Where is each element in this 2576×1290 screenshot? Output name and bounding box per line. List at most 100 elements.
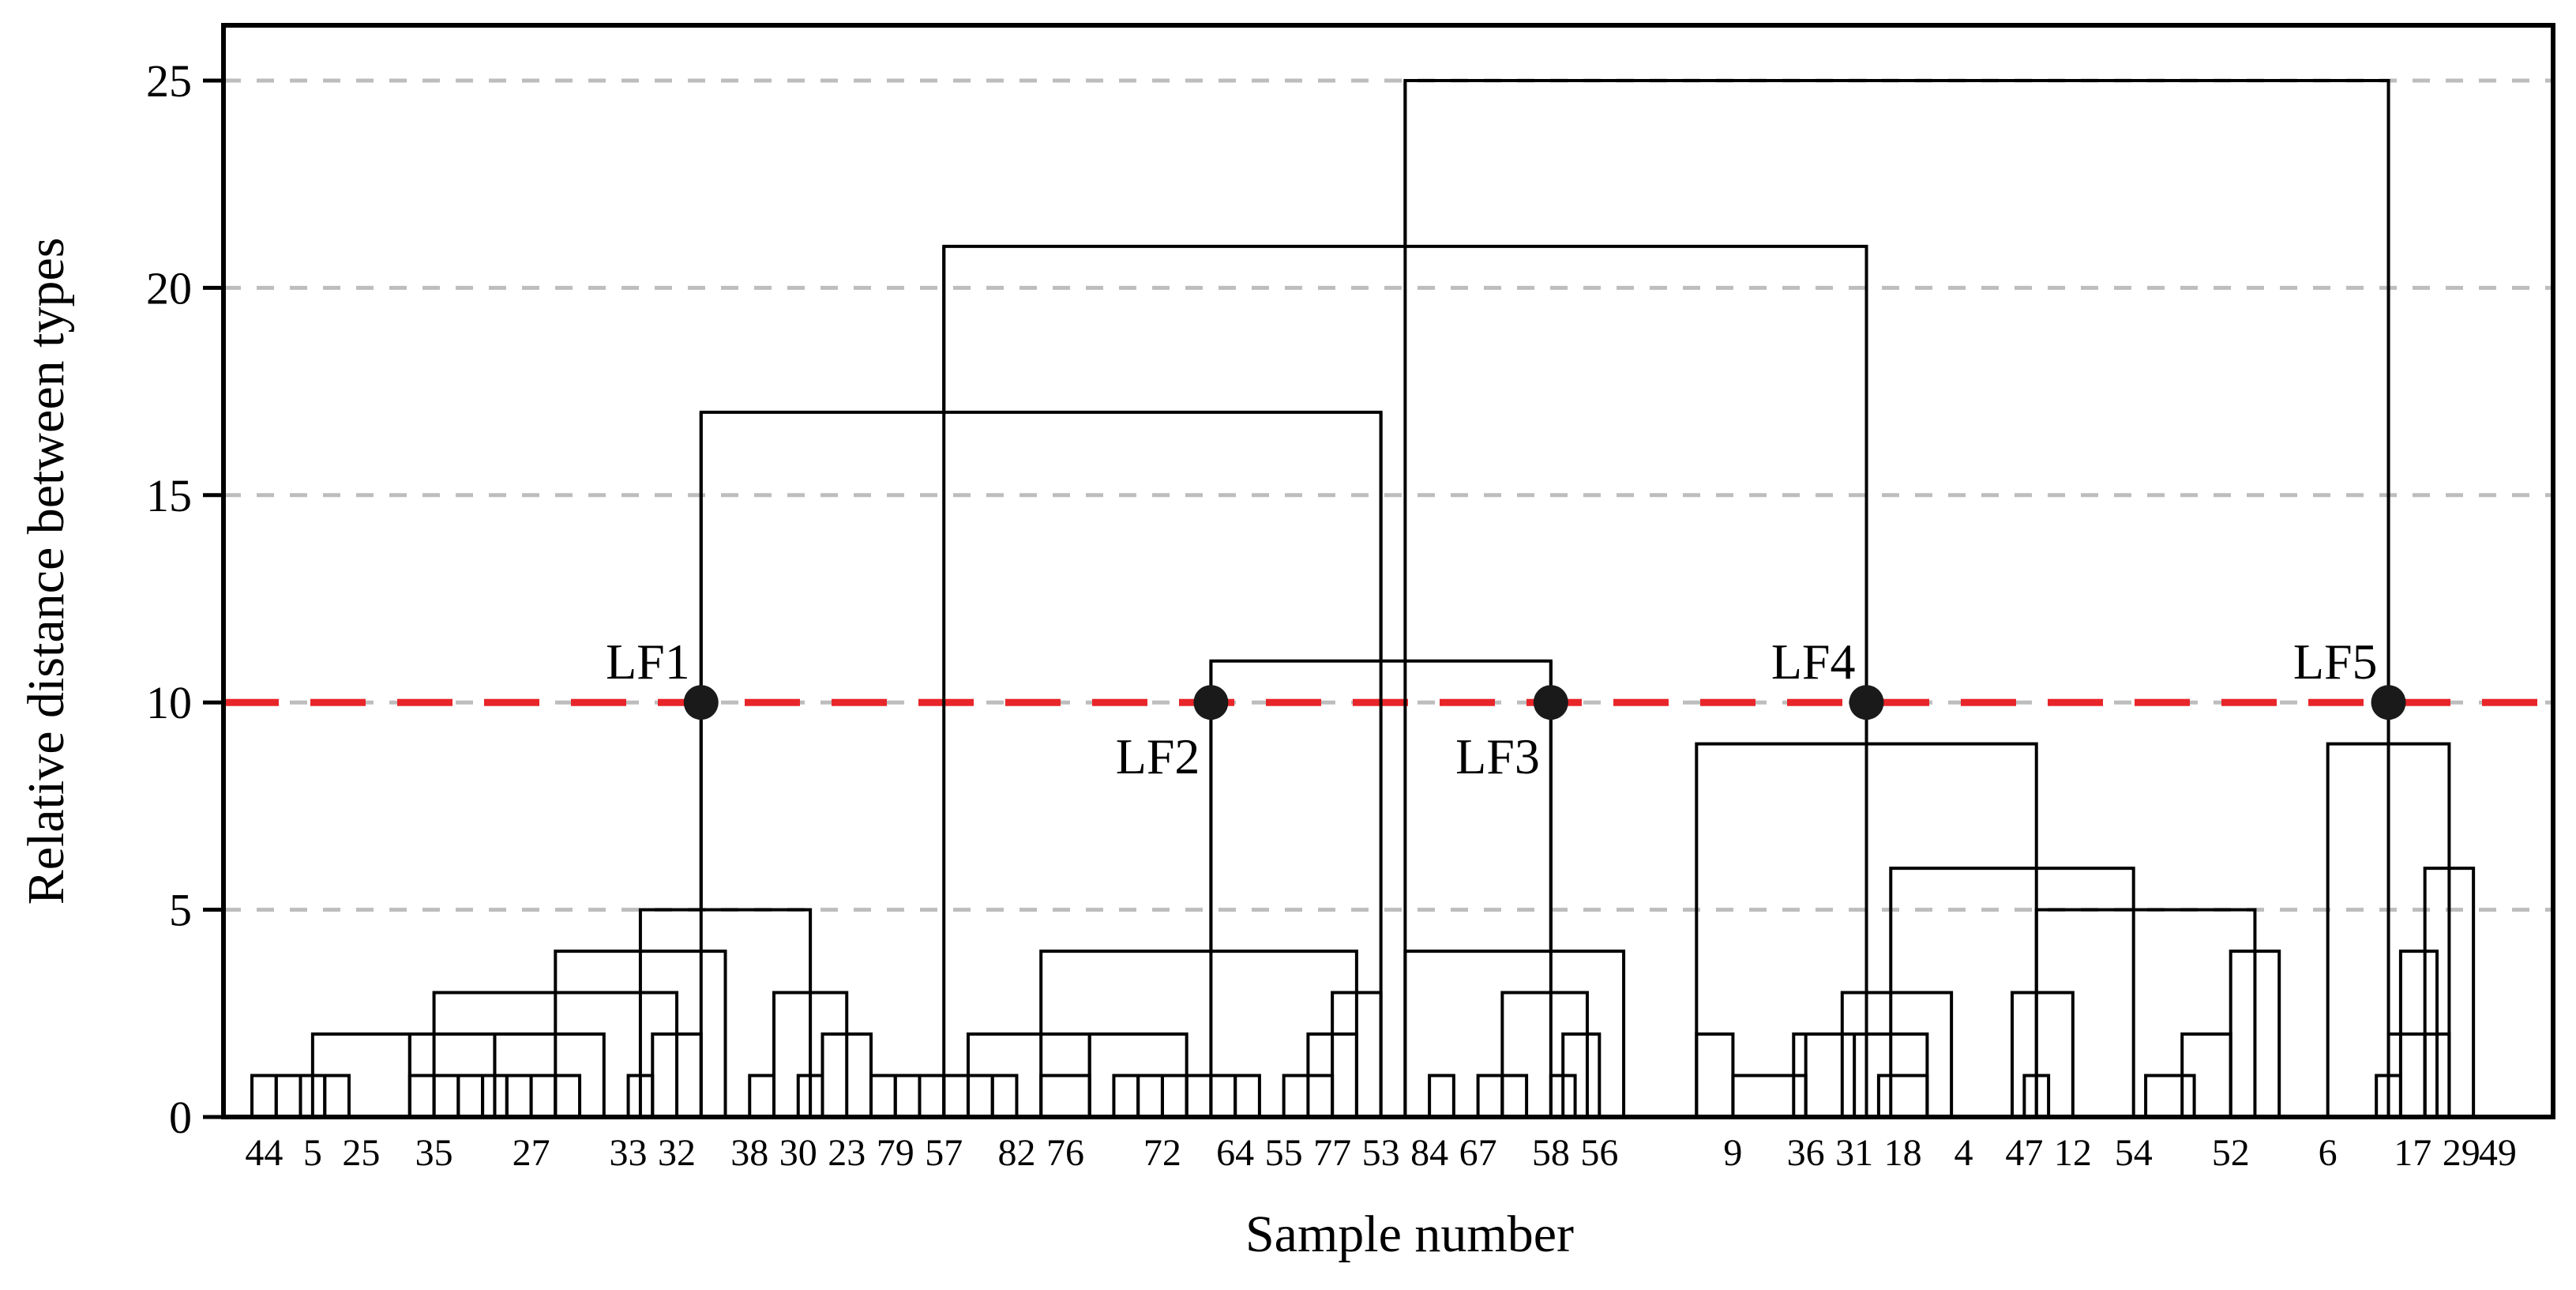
dendrogram-branch (1136, 1074, 1164, 1117)
dendrogram-branch (1428, 1074, 1455, 1117)
leaf-label: 32 (658, 1132, 696, 1174)
leaf-label: 64 (1216, 1132, 1254, 1174)
dendrogram-branch (529, 1074, 558, 1117)
x-axis-leaf-labels: 44 5 25 35 27 33 32 38 30 23 79 57 82 76 72 64 55 77 53 84 6… (245, 1132, 2517, 1174)
dendrogram-branch (772, 991, 849, 1117)
x-axis-title: Sample number (1245, 1205, 1574, 1263)
leaf-label: 9 (1723, 1132, 1742, 1174)
leaf-label: 12 (2054, 1132, 2092, 1174)
dendrogram-branch (1792, 1032, 1929, 1117)
leaf-label: 47 (2005, 1132, 2043, 1174)
dendrogram-branch (1112, 1074, 1140, 1117)
dendrogram-branch (1185, 1074, 1213, 1117)
dendrogram-branch (1876, 1074, 1929, 1117)
dendrogram-branch (1561, 1032, 1602, 1117)
dendrogram-branch (1039, 950, 1358, 1117)
dendrogram-branch (1160, 1074, 1188, 1117)
leaf-label: 31 (1835, 1132, 1873, 1174)
dendrogram-branch (1209, 1074, 1237, 1117)
dendrogram-branch (1889, 867, 2135, 1117)
dendrogram-branch (493, 1032, 606, 1117)
dendrogram-branch (2010, 991, 2075, 1117)
dendrogram-branch (1476, 1074, 1504, 1117)
dendrogram-branch (2398, 950, 2439, 1117)
leaf-label: 56 (1580, 1132, 1618, 1174)
cluster-node-lf2 (1193, 685, 1229, 720)
leaf-label: 57 (925, 1132, 963, 1174)
leaf-label: 30 (779, 1132, 817, 1174)
leaf-label: 5 (303, 1132, 322, 1174)
dendrogram-branch (1695, 1032, 1735, 1117)
cluster-label-lf5: LF5 (2293, 634, 2378, 690)
dendrogram-branch (1840, 991, 1954, 1117)
leaf-label: 44 (245, 1132, 283, 1174)
cluster-label-lf2: LF2 (1116, 728, 1200, 784)
leaf-label: 36 (1787, 1132, 1825, 1174)
dendrogram-branch (456, 1074, 485, 1117)
leaf-label: 79 (877, 1132, 914, 1174)
y-tick-label: 0 (169, 1092, 192, 1143)
dendrogram-branch (1804, 1032, 1857, 1117)
cluster-node-lf5 (2371, 685, 2406, 720)
dendrogram-branch (1500, 991, 1589, 1117)
dendrogram-branch (432, 1074, 460, 1117)
dendrogram-branch (1403, 79, 2390, 1117)
leaf-label: 82 (997, 1132, 1035, 1174)
dendrogram-branch (990, 1074, 1019, 1117)
dendrogram-branch (1234, 1074, 1261, 1117)
y-tick-label: 20 (146, 262, 192, 314)
dendrogram-branch (942, 1074, 970, 1117)
dendrogram-branch (869, 1074, 897, 1117)
leaf-label: 52 (2212, 1132, 2250, 1174)
leaf-label: 18 (1884, 1132, 1922, 1174)
cluster-nodes: LF1 LF2 LF3 LF4 LF5 (606, 634, 2406, 784)
dendrogram-branch (323, 1074, 351, 1117)
dendrogram-branch (918, 1074, 946, 1117)
dendrogram-branch (505, 1074, 533, 1117)
leaf-label: 49 (2479, 1132, 2517, 1174)
leaf-label: 53 (1362, 1132, 1400, 1174)
leaf-label: 17 (2394, 1132, 2431, 1174)
cluster-label-lf1: LF1 (606, 634, 690, 690)
grid-lines (223, 78, 2553, 912)
dendrogram-branch (250, 1074, 278, 1117)
leaf-label: 77 (1313, 1132, 1351, 1174)
dendrogram-branch (966, 1074, 994, 1117)
cluster-node-lf4 (1849, 685, 1884, 720)
leaf-label: 54 (2115, 1132, 2153, 1174)
cluster-node-lf1 (683, 685, 719, 720)
dendrogram-branch (638, 908, 813, 1117)
leaf-label: 76 (1046, 1132, 1084, 1174)
leaf-label: 58 (1532, 1132, 1570, 1174)
leaf-label: 84 (1410, 1132, 1448, 1174)
dendrogram-branch (1087, 1032, 1188, 1117)
y-tick-label: 5 (169, 885, 192, 936)
dendrogram-branch (554, 1074, 582, 1117)
dendrogram-branch (893, 1074, 922, 1117)
y-tick-label: 10 (146, 677, 192, 728)
y-axis-title: Relative distance between types (17, 238, 75, 905)
y-tick-label: 15 (146, 470, 192, 521)
y-tick-label: 25 (146, 55, 192, 107)
leaf-label: 67 (1459, 1132, 1497, 1174)
dendrogram-branch (407, 1074, 436, 1117)
plot-frame (221, 23, 2555, 1119)
cluster-node-lf3 (1533, 685, 1568, 720)
leaf-label: 72 (1143, 1132, 1181, 1174)
leaf-label: 23 (828, 1132, 866, 1174)
leaf-label: 33 (610, 1132, 648, 1174)
dendrogram-branch (748, 1074, 776, 1117)
leaf-label: 27 (513, 1132, 550, 1174)
dendrogram-branch (1039, 1074, 1091, 1117)
leaf-label: 55 (1265, 1132, 1303, 1174)
dendrogram-branch (1500, 1074, 1529, 1117)
dendrogram-branches (250, 79, 2476, 1117)
leaf-label: 4 (1955, 1132, 1973, 1174)
leaf-label: 35 (415, 1132, 453, 1174)
leaf-label: 29 (2443, 1132, 2480, 1174)
dendrogram-branch (2144, 1074, 2196, 1117)
leaf-label: 25 (342, 1132, 380, 1174)
cluster-label-lf3: LF3 (1455, 728, 1540, 784)
dendrogram-branch (274, 1074, 302, 1117)
